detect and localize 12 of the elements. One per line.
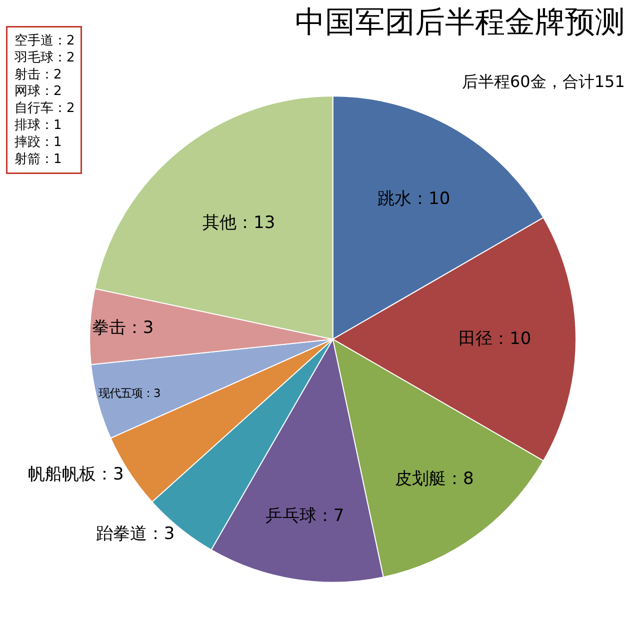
slice-label: 田径：10 [458,329,532,350]
slice-label: 乒乓球：7 [265,506,344,526]
slice-label: 跳水：10 [378,188,450,209]
slice-label: 拳击：3 [92,318,154,338]
text: 空手道：2 羽毛球：2 射击：2 网球：2 自行车：2 排球：1 摔跤：1 射箭：1 [14,34,75,167]
slice-label: 皮划艇：8 [395,469,474,490]
chart-subtitle: 后半程60金，合计151 [462,72,625,91]
slice-label: 跆拳道：3 [96,524,175,544]
chart-title: 中国军团后半程金牌预测 [295,5,625,40]
slice-label: 现代五项：3 [98,386,161,400]
slice-label: 其他：13 [202,213,276,234]
slice-label: 帆船帆板：3 [28,464,124,485]
